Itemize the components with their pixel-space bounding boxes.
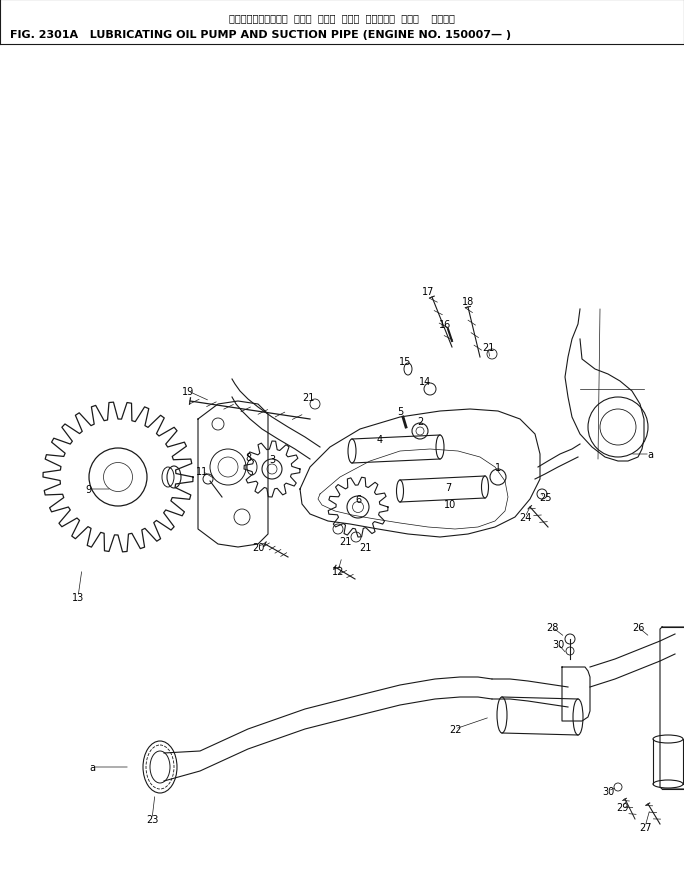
Text: 8: 8 xyxy=(245,452,251,463)
Text: 25: 25 xyxy=(539,493,551,502)
Text: 21: 21 xyxy=(302,392,314,402)
Text: 28: 28 xyxy=(546,623,558,632)
Text: FIG. 2301A   LUBRICATING OIL PUMP AND SUCTION PIPE (ENGINE NO. 150007— ): FIG. 2301A LUBRICATING OIL PUMP AND SUCT… xyxy=(10,30,511,40)
Text: 24: 24 xyxy=(518,513,531,522)
Text: 19: 19 xyxy=(182,386,194,397)
Text: ルーブリケーティング  オイル  ポンプ  および  サクション  パイプ    適用号機: ルーブリケーティング オイル ポンプ および サクション パイプ 適用号機 xyxy=(229,13,455,23)
Text: 5: 5 xyxy=(397,407,403,416)
Text: 10: 10 xyxy=(444,500,456,509)
Text: 11: 11 xyxy=(196,466,208,477)
Text: 26: 26 xyxy=(632,623,644,632)
Text: 2: 2 xyxy=(417,416,423,427)
Text: 6: 6 xyxy=(355,494,361,505)
Text: 13: 13 xyxy=(72,593,84,602)
Text: 30: 30 xyxy=(552,639,564,649)
Text: 7: 7 xyxy=(445,482,451,493)
Text: 12: 12 xyxy=(332,566,344,576)
Text: 4: 4 xyxy=(377,435,383,444)
Text: 15: 15 xyxy=(399,356,411,367)
Text: 21: 21 xyxy=(482,342,494,353)
Text: 23: 23 xyxy=(146,814,158,824)
Text: 21: 21 xyxy=(339,536,351,546)
Text: 9: 9 xyxy=(85,485,91,494)
Text: 18: 18 xyxy=(462,297,474,306)
Text: 29: 29 xyxy=(616,802,628,812)
Text: 27: 27 xyxy=(639,822,651,832)
Text: 14: 14 xyxy=(419,377,431,386)
Text: 16: 16 xyxy=(439,320,451,329)
Text: a: a xyxy=(89,762,95,772)
Text: 3: 3 xyxy=(269,455,275,464)
Text: 22: 22 xyxy=(449,724,461,734)
Text: a: a xyxy=(647,450,653,459)
Text: 30: 30 xyxy=(602,786,614,796)
Text: 1: 1 xyxy=(495,463,501,472)
Text: 20: 20 xyxy=(252,543,264,552)
Text: 21: 21 xyxy=(359,543,371,552)
Text: 17: 17 xyxy=(422,287,434,297)
